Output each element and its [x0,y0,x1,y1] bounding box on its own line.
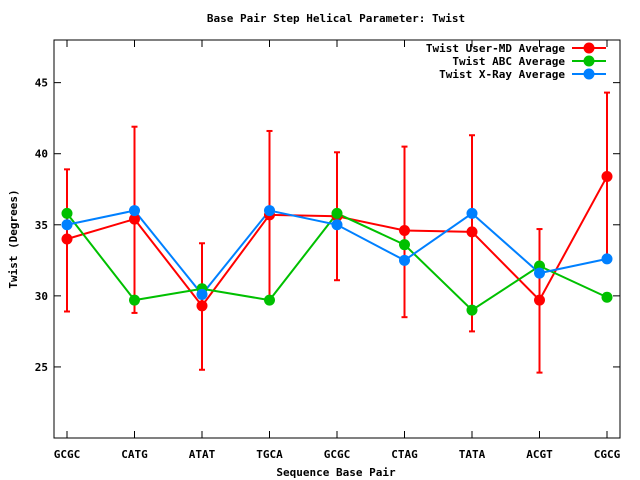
x-tick-label: TATA [459,448,486,461]
data-point [129,294,140,306]
y-axis: 25 30 35 40 45 [35,77,620,374]
data-point [399,254,410,266]
series-1 [64,91,610,374]
data-point [399,224,410,236]
chart-title: Base Pair Step Helical Parameter: Twist [207,12,465,25]
y-tick-label: 25 [35,361,48,374]
legend-label: Twist User-MD Average [426,42,565,55]
data-point [466,304,478,316]
x-axis: GCGC CATG ATAT TGCA GCGC CTAG TATA ACGT CGCG [54,40,621,461]
y-tick-label: 35 [35,219,48,232]
data-point [196,288,208,300]
y-tick-label: 30 [35,290,48,303]
data-point [331,219,343,231]
series-1-points [61,170,613,312]
data-point [129,205,140,217]
data-point [534,294,545,306]
x-tick-label: GCGC [324,448,351,461]
data-point [264,205,275,217]
data-point [466,226,478,238]
x-tick-label: ACGT [526,448,553,461]
data-point [466,207,478,219]
data-point [331,207,343,219]
legend-label: Twist X-Ray Average [439,68,565,81]
series-3-points [61,205,613,300]
series-layer [61,91,613,374]
data-point [61,233,73,245]
x-axis-label: Sequence Base Pair [276,466,396,479]
legend-swatch-point [583,68,595,80]
x-tick-label: CGCG [594,448,621,461]
series-2-points [61,207,613,316]
legend-swatch-point [583,55,595,67]
x-tick-label: CATG [121,448,148,461]
data-point [61,207,73,219]
data-point [601,253,613,265]
y-axis-label: Twist (Degrees) [7,189,20,288]
data-point [264,294,275,306]
data-point [601,291,613,303]
legend-label: Twist ABC Average [452,55,565,68]
data-point [534,267,545,279]
x-tick-label: ATAT [189,448,216,461]
x-tick-label: CTAG [391,448,418,461]
y-tick-label: 45 [35,77,48,90]
data-point [601,170,613,182]
x-tick-label: TGCA [256,448,283,461]
data-point [61,219,73,231]
legend-swatch-point [583,42,595,54]
data-point [196,300,208,312]
y-tick-label: 40 [35,148,48,161]
x-tick-label: GCGC [54,448,81,461]
data-point [399,239,410,251]
data-point [129,213,140,225]
